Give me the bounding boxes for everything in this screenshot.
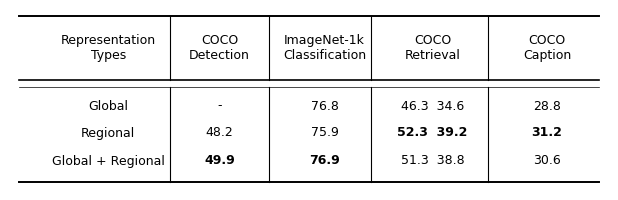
Text: Representation
Types: Representation Types	[61, 34, 156, 62]
Text: 75.9: 75.9	[310, 127, 339, 140]
Text: COCO
Retrieval: COCO Retrieval	[405, 34, 460, 62]
Text: 51.3  38.8: 51.3 38.8	[401, 154, 464, 168]
Text: 30.6: 30.6	[533, 154, 561, 168]
Text: 49.9: 49.9	[204, 154, 235, 168]
Text: 52.3  39.2: 52.3 39.2	[397, 127, 468, 140]
Text: COCO
Caption: COCO Caption	[523, 34, 571, 62]
Text: 46.3  34.6: 46.3 34.6	[401, 99, 464, 112]
Text: ImageNet-1k
Classification: ImageNet-1k Classification	[283, 34, 366, 62]
Text: Regional: Regional	[81, 127, 135, 140]
Text: 28.8: 28.8	[533, 99, 561, 112]
Text: 31.2: 31.2	[531, 127, 562, 140]
Text: COCO
Detection: COCO Detection	[189, 34, 250, 62]
Text: 48.2: 48.2	[206, 127, 233, 140]
Text: Global: Global	[88, 99, 128, 112]
Text: Global + Regional: Global + Regional	[52, 154, 164, 168]
Text: -: -	[217, 99, 222, 112]
Text: 76.9: 76.9	[309, 154, 340, 168]
Text: 76.8: 76.8	[310, 99, 339, 112]
